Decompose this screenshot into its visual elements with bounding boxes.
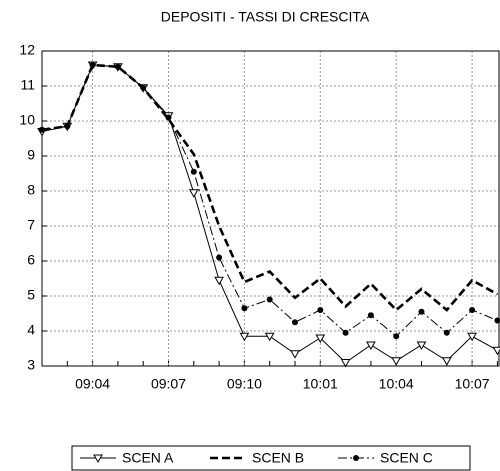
marker [441, 357, 452, 366]
marker [64, 123, 71, 130]
marker [114, 63, 121, 70]
legend-label: SCEN A [122, 450, 174, 466]
marker [315, 334, 326, 344]
marker [292, 319, 298, 326]
x-tick-label: 10:01 [303, 376, 338, 392]
x-tick-label: 10:07 [455, 376, 490, 392]
marker [39, 126, 45, 133]
marker [241, 305, 248, 312]
marker [418, 308, 425, 315]
series-line [41, 63, 499, 312]
y-tick-label: 7 [27, 217, 35, 233]
y-tick-label: 3 [27, 357, 35, 373]
y-tick-label: 8 [27, 182, 35, 198]
marker [239, 332, 250, 342]
marker [494, 317, 500, 324]
marker [469, 307, 476, 313]
x-tick-label: 09:07 [151, 376, 186, 392]
marker [340, 359, 351, 368]
legend-box [71, 445, 471, 471]
y-tick-label: 10 [19, 112, 35, 128]
marker [366, 341, 376, 351]
y-tick-label: 4 [27, 322, 35, 338]
chart-title: DEPOSITI - TASSI DI CRESCITA [161, 9, 370, 25]
legend-label: SCEN C [380, 450, 433, 466]
plot-frame [41, 50, 500, 367]
marker [264, 332, 275, 342]
y-tick-label: 12 [19, 42, 35, 58]
marker [89, 62, 96, 68]
y-tick-label: 5 [27, 287, 35, 303]
legend: SCEN A SCEN B SCEN C [71, 445, 471, 471]
marker [467, 332, 477, 342]
x-tick-label: 09:04 [75, 376, 110, 392]
marker [393, 333, 400, 340]
marker [165, 114, 172, 121]
marker [317, 307, 324, 313]
marker [391, 357, 402, 366]
marker [266, 296, 273, 303]
marker [216, 254, 223, 261]
marker [353, 455, 359, 461]
marker [190, 168, 197, 175]
marker [214, 276, 224, 286]
marker [188, 189, 199, 198]
marker [416, 341, 427, 351]
marker [140, 84, 147, 91]
legend-label: SCEN B [252, 450, 304, 466]
marker [290, 350, 300, 359]
marker [93, 454, 103, 464]
y-tick-label: 6 [27, 252, 35, 268]
series-line [41, 64, 498, 364]
y-tick-label: 11 [20, 77, 35, 93]
y-tick-label: 9 [27, 147, 35, 163]
marker [367, 312, 374, 319]
marker [342, 329, 349, 336]
marker [443, 329, 450, 336]
marker [492, 346, 500, 356]
x-tick-label: 09:10 [227, 376, 262, 392]
x-tick-label: 10:04 [379, 376, 414, 392]
